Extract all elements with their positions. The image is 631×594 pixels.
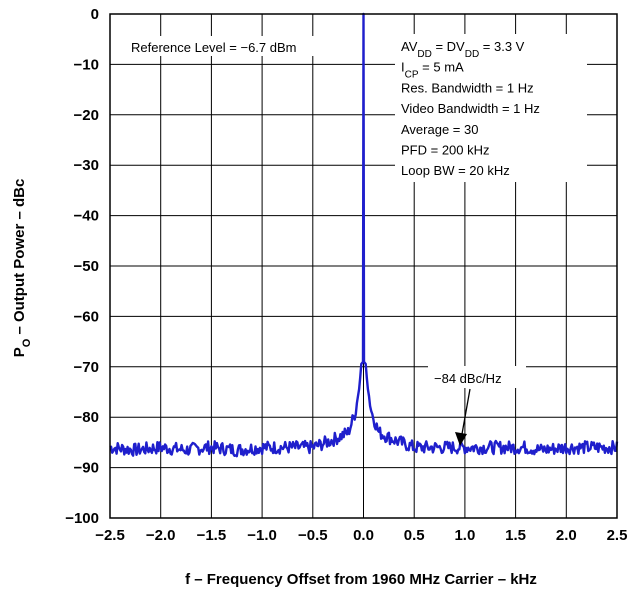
x-tick-label: −2.5	[95, 527, 125, 544]
reference-level-annotation: Reference Level = −6.7 dBm	[131, 40, 297, 55]
y-tick-label: −100	[65, 510, 99, 527]
y-tick-label: −20	[74, 107, 99, 124]
y-tick-label: 0	[91, 6, 99, 23]
y-axis-title-rest: – Output Power – dBc	[11, 179, 28, 339]
condition-line: AVDD = DVDD = 3.3 V	[401, 39, 525, 60]
conditions-box	[395, 34, 587, 182]
noise-floor-label-box	[428, 366, 526, 388]
x-tick-label: −2.0	[146, 527, 176, 544]
noise-floor-arrowhead	[455, 432, 467, 446]
x-tick-label: 2.0	[556, 527, 577, 544]
noise-floor-arrow	[461, 388, 471, 435]
x-tick-label: −1.0	[247, 527, 277, 544]
condition-line: PFD = 200 kHz	[401, 143, 490, 158]
x-tick-label: 0.5	[404, 527, 425, 544]
y-tick-label: −70	[74, 359, 99, 376]
x-tick-label: −0.5	[298, 527, 328, 544]
condition-line: ICP = 5 mA	[401, 60, 464, 81]
y-axis-title-subscript: O	[21, 338, 33, 347]
y-tick-label: −60	[74, 308, 99, 325]
y-tick-label: −90	[74, 460, 99, 477]
x-axis-title: f – Frequency Offset from 1960 MHz Carri…	[185, 571, 537, 588]
x-tick-label: −1.5	[197, 527, 227, 544]
x-tick-label: 1.5	[505, 527, 526, 544]
condition-line: Video Bandwidth = 1 Hz	[401, 101, 540, 116]
y-axis-title-prefix: P	[11, 347, 28, 357]
y-axis-title: PO – Output Power – dBc	[11, 179, 33, 358]
y-tick-label: −30	[74, 157, 99, 174]
x-tick-label: 1.0	[454, 527, 475, 544]
reference-level-box	[126, 36, 342, 56]
y-tick-label: −40	[74, 208, 99, 225]
y-tick-label: −10	[74, 56, 99, 73]
tick-labels: −2.5 −2.0 −1.5 −1.0 −0.5 0.0 0.5 1.0 1.5 2.0 2.5 0 −…	[65, 6, 627, 544]
y-tick-label: −50	[74, 258, 99, 275]
condition-line: Res. Bandwidth = 1 Hz	[401, 80, 534, 95]
condition-line: Average = 30	[401, 122, 478, 137]
x-tick-label: 0.0	[353, 527, 374, 544]
y-tick-label: −80	[74, 409, 99, 426]
noise-floor-annotation: −84 dBc/Hz	[434, 371, 502, 386]
x-tick-label: 2.5	[607, 527, 628, 544]
condition-line: Loop BW = 20 kHz	[401, 163, 510, 178]
plot-frame	[109, 13, 618, 519]
